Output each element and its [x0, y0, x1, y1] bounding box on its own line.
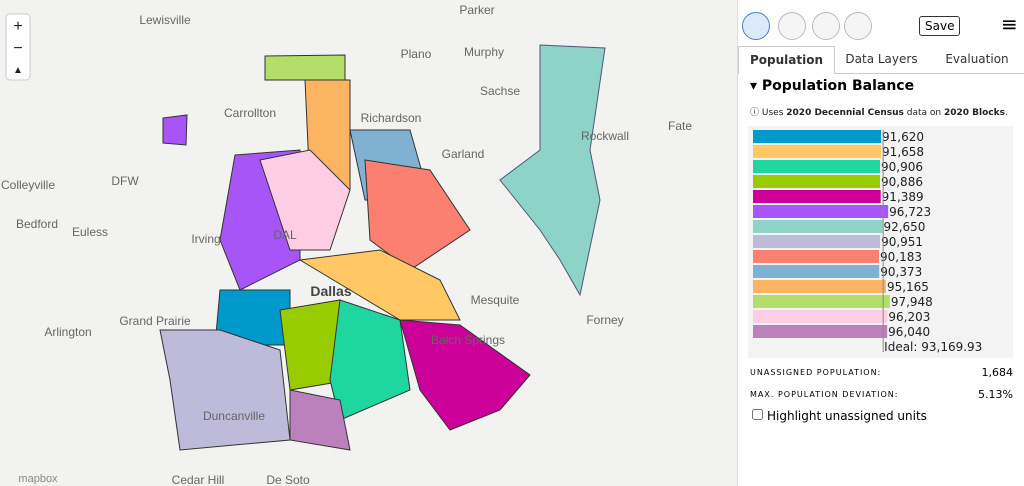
tab[interactable]: Data Layers	[834, 46, 929, 74]
brush-tool[interactable]	[778, 12, 806, 40]
stat-label: UNASSIGNED POPULATION:	[750, 368, 882, 377]
bar-label: 90,183	[880, 250, 922, 264]
census-note: ⓘ Uses 2020 Decennial Census data on 202…	[750, 105, 1008, 118]
place-label: Fate	[668, 119, 692, 133]
menu-button[interactable]: ≡	[1001, 12, 1018, 36]
side-panel: Save ≡ Population Data Layers Evaluation…	[737, 0, 1024, 486]
place-label: Richardson	[361, 111, 422, 125]
map-controls	[5, 13, 31, 81]
population-bar	[753, 325, 888, 338]
population-bar	[753, 160, 881, 173]
district	[289, 389, 351, 451]
bar-label: 91,620	[882, 130, 924, 144]
place-label: Grand Prairie	[119, 314, 191, 328]
note-text: Uses	[761, 108, 784, 118]
place-label: Rockwall	[581, 129, 629, 143]
place-label: Cedar Hill	[172, 473, 225, 486]
bar-label: 96,040	[888, 325, 930, 339]
bar-label: 96,723	[889, 205, 931, 219]
population-bar	[753, 250, 879, 263]
place-label: Arlington	[44, 325, 91, 339]
place-label: Mesquite	[471, 293, 520, 307]
pan-tool[interactable]	[742, 12, 770, 40]
attribution: mapbox	[18, 473, 58, 485]
place-label: Euless	[72, 225, 108, 239]
checkbox[interactable]	[752, 409, 763, 420]
population-bar	[753, 220, 883, 233]
bar-label: 91,658	[882, 145, 924, 159]
bar-label: 90,886	[881, 175, 923, 189]
place-label: Dallas	[310, 283, 351, 299]
place-label: Balch Springs	[431, 333, 505, 347]
place-label: Plano	[401, 47, 432, 61]
place-label: DFW	[111, 174, 139, 188]
place-label: Duncanville	[203, 409, 265, 423]
population-bar	[753, 235, 881, 248]
stat-value: 1,684	[981, 366, 1014, 379]
district	[499, 44, 606, 297]
place-label: Sachse	[480, 84, 520, 98]
place-label: Parker	[459, 3, 494, 17]
district	[162, 114, 188, 146]
district	[259, 149, 351, 251]
place-label: Irving	[191, 232, 220, 246]
population-bar	[753, 130, 881, 143]
stat-value: 5.13%	[978, 388, 1013, 401]
district	[298, 249, 461, 321]
map: Lewisville Parker Plano Murphy Sachse Carroll…	[0, 0, 737, 486]
bar-label: 95,165	[887, 280, 929, 294]
population-bar	[753, 265, 880, 278]
bar-label: 90,906	[881, 160, 923, 174]
stat-label: MAX. POPULATION DEVIATION:	[750, 390, 899, 399]
population-bar	[753, 145, 882, 158]
place-label: Forney	[586, 313, 623, 327]
map-background	[0, 0, 737, 486]
place-label: Lewisville	[139, 13, 191, 27]
population-bar	[753, 175, 880, 188]
bar-label: 97,948	[891, 295, 933, 309]
population-chart: 91,62091,65890,90690,88691,38996,72392,6…	[748, 126, 1013, 358]
zoom-in[interactable]: +	[13, 18, 22, 35]
place-label: De Soto	[266, 473, 310, 486]
bar-label: 90,951	[881, 235, 923, 249]
place-label: Colleyville	[1, 178, 55, 192]
district	[364, 159, 471, 271]
bar-label: 90,373	[880, 265, 922, 279]
population-bar	[753, 295, 890, 308]
section-heading[interactable]: ▾ Population Balance	[750, 78, 915, 94]
place-label: Carrollton	[224, 106, 276, 120]
heading-text: Population Balance	[761, 78, 915, 94]
compass[interactable]: ▲	[13, 65, 23, 76]
bar-label: 91,389	[882, 190, 924, 204]
zoom-out[interactable]: −	[13, 40, 22, 57]
district	[159, 329, 291, 451]
info-icon: ⓘ	[750, 108, 760, 118]
population-bar	[753, 190, 881, 203]
checkbox-row[interactable]: Highlight unassigned units	[752, 409, 927, 423]
note-text: data on	[906, 108, 942, 118]
bar-label: 96,203	[888, 310, 930, 324]
checkbox-label: Highlight unassigned units	[767, 409, 927, 423]
population-bar	[753, 280, 886, 293]
ideal-label: Ideal: 93,169.93	[884, 340, 982, 354]
place-label: Garland	[442, 147, 485, 161]
bar-label: 92,650	[883, 220, 925, 234]
save-button[interactable]: Save	[919, 16, 961, 36]
population-bar	[753, 310, 888, 323]
note-bold: 2020 Decennial Census	[786, 108, 904, 118]
place-label: DAL	[273, 228, 297, 242]
note-text: .	[1005, 108, 1008, 118]
tab[interactable]: Evaluation	[929, 46, 1024, 74]
eraser-tool[interactable]	[812, 12, 840, 40]
district	[399, 319, 531, 431]
note-bold: 2020 Blocks	[944, 108, 1005, 118]
place-label: Murphy	[464, 45, 504, 59]
population-bar	[753, 205, 889, 218]
tab[interactable]: Population	[738, 46, 835, 74]
district	[264, 54, 346, 81]
district	[329, 299, 411, 421]
inspect-tool[interactable]	[844, 12, 872, 40]
place-label: Bedford	[16, 217, 58, 231]
